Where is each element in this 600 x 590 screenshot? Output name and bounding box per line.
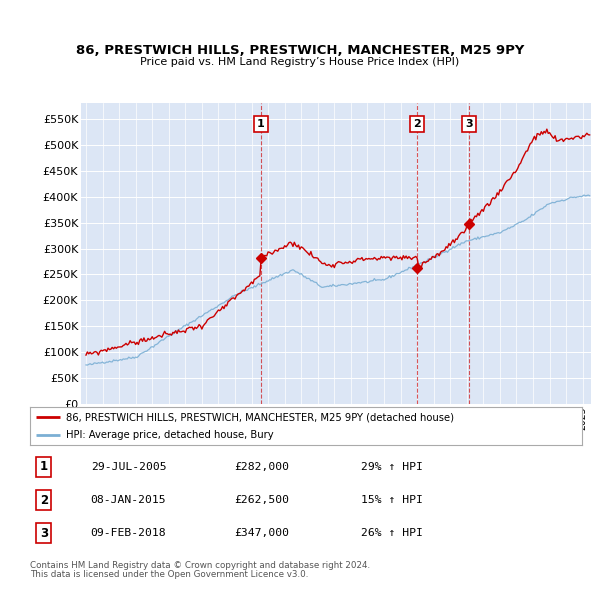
- Text: 86, PRESTWICH HILLS, PRESTWICH, MANCHESTER, M25 9PY: 86, PRESTWICH HILLS, PRESTWICH, MANCHEST…: [76, 44, 524, 57]
- Text: 1: 1: [257, 119, 265, 129]
- Text: 2: 2: [413, 119, 421, 129]
- Text: 2: 2: [40, 493, 48, 507]
- Text: 15% ↑ HPI: 15% ↑ HPI: [361, 495, 423, 505]
- Text: This data is licensed under the Open Government Licence v3.0.: This data is licensed under the Open Gov…: [30, 570, 308, 579]
- Text: 09-FEB-2018: 09-FEB-2018: [91, 528, 166, 538]
- Text: 1: 1: [40, 460, 48, 474]
- Text: 86, PRESTWICH HILLS, PRESTWICH, MANCHESTER, M25 9PY (detached house): 86, PRESTWICH HILLS, PRESTWICH, MANCHEST…: [66, 412, 454, 422]
- Text: 29% ↑ HPI: 29% ↑ HPI: [361, 462, 423, 472]
- Text: Price paid vs. HM Land Registry’s House Price Index (HPI): Price paid vs. HM Land Registry’s House …: [140, 57, 460, 67]
- Text: 08-JAN-2015: 08-JAN-2015: [91, 495, 166, 505]
- Text: Contains HM Land Registry data © Crown copyright and database right 2024.: Contains HM Land Registry data © Crown c…: [30, 560, 370, 570]
- Text: HPI: Average price, detached house, Bury: HPI: Average price, detached house, Bury: [66, 430, 274, 440]
- Text: 3: 3: [40, 526, 48, 540]
- Text: £262,500: £262,500: [234, 495, 289, 505]
- Text: 26% ↑ HPI: 26% ↑ HPI: [361, 528, 423, 538]
- Text: £347,000: £347,000: [234, 528, 289, 538]
- Text: £282,000: £282,000: [234, 462, 289, 472]
- Text: 29-JUL-2005: 29-JUL-2005: [91, 462, 166, 472]
- Text: 3: 3: [465, 119, 472, 129]
